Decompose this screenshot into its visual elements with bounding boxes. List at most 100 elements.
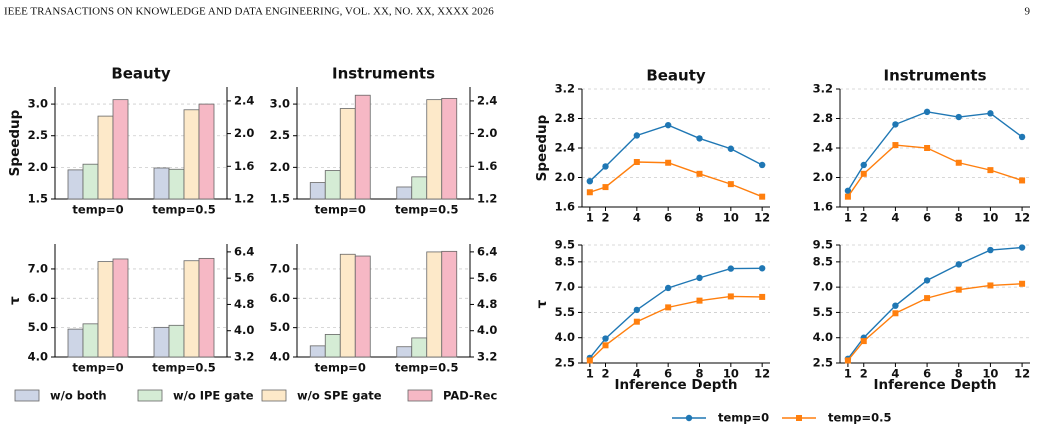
- x-tick-label: 10: [982, 211, 998, 225]
- x-tick-label: 8: [695, 367, 703, 381]
- legend-label: temp=0: [718, 411, 769, 424]
- marker: [664, 284, 672, 292]
- y-tick-label: 1.6: [813, 200, 833, 214]
- marker: [892, 310, 899, 317]
- marker: [633, 159, 640, 166]
- marker: [727, 265, 735, 272]
- y-tick-label: 3.0: [270, 97, 290, 111]
- x-tick-label: 4: [633, 211, 641, 225]
- legend-swatch: [14, 389, 40, 402]
- marker: [696, 135, 703, 142]
- y-tick-label: 2.4: [813, 141, 833, 155]
- x-tick-label: 8: [695, 211, 703, 225]
- y-tick-label: 2.4: [555, 141, 575, 155]
- bar: [198, 257, 215, 358]
- legend-swatch: [407, 389, 433, 402]
- marker: [602, 163, 609, 170]
- marker: [923, 108, 931, 116]
- x-tick-label: temp=0.5: [395, 203, 459, 217]
- x-tick-label: temp=0: [315, 203, 366, 217]
- marker: [696, 297, 703, 304]
- bar: [82, 323, 99, 358]
- marker: [1018, 244, 1026, 251]
- bar: [309, 182, 326, 200]
- y2-tick-label: 5.6: [234, 271, 254, 285]
- y-tick-label: 3.2: [555, 82, 575, 96]
- marker: [924, 295, 931, 302]
- marker: [860, 170, 867, 177]
- marker: [586, 189, 593, 196]
- marker: [586, 177, 594, 185]
- x-tick-label: 2: [860, 211, 868, 225]
- y2-tick-label: 1.2: [477, 192, 497, 206]
- marker: [758, 265, 766, 272]
- marker: [759, 193, 766, 200]
- x-tick-label: temp=0: [315, 361, 366, 375]
- marker: [727, 293, 734, 300]
- x-axis-label: Inference Depth: [873, 377, 996, 393]
- y-tick-label: 2.0: [813, 170, 833, 184]
- bar: [97, 261, 114, 358]
- y2-tick-label: 6.4: [477, 244, 497, 258]
- y-tick-label: 7.0: [270, 261, 290, 275]
- marker: [1019, 280, 1026, 287]
- legend-marker: [685, 414, 693, 422]
- marker: [987, 246, 994, 254]
- marker: [665, 159, 672, 166]
- y-tick-label: 2.5: [28, 128, 48, 142]
- marker: [633, 132, 641, 139]
- chart-title: Instruments: [332, 65, 435, 83]
- y-tick-label: 2.5: [555, 356, 575, 370]
- x-tick-label: 2: [860, 367, 868, 381]
- bar: [339, 253, 356, 358]
- y-tick-label: 2.0: [555, 170, 575, 184]
- bar: [67, 328, 84, 358]
- bar: [183, 260, 200, 358]
- x-tick-label: temp=0.5: [152, 361, 216, 375]
- x-tick-label: 1: [844, 367, 852, 381]
- y-axis-label: τ: [534, 299, 550, 308]
- running-header: IEEE TRANSACTIONS ON KNOWLEDGE AND DATA …: [4, 6, 494, 18]
- y-tick-label: 6.0: [28, 291, 48, 305]
- marker: [923, 277, 931, 284]
- marker: [758, 161, 766, 169]
- marker: [955, 286, 962, 293]
- x-tick-label: 6: [664, 211, 672, 225]
- y-axis-label: Speedup: [7, 109, 23, 176]
- bar: [396, 346, 413, 358]
- bar: [441, 97, 458, 200]
- marker: [892, 142, 899, 149]
- marker: [892, 302, 899, 309]
- x-tick-label: 4: [633, 367, 641, 381]
- marker: [602, 184, 609, 191]
- marker: [860, 338, 867, 345]
- bar: [309, 345, 326, 358]
- marker: [1018, 133, 1026, 141]
- y-tick-label: 5.0: [28, 320, 48, 334]
- y-tick-label: 4.0: [28, 350, 48, 364]
- line: [589, 161, 763, 198]
- y-tick-label: 4.0: [555, 330, 575, 344]
- x-tick-label: 4: [891, 367, 899, 381]
- marker: [1019, 177, 1026, 184]
- y2-tick-label: 1.6: [234, 159, 254, 173]
- x-tick-label: 1: [586, 367, 594, 381]
- y2-tick-label: 4.8: [477, 297, 497, 311]
- legend-label: PAD-Rec: [443, 389, 497, 403]
- x-tick-label: temp=0.5: [152, 203, 216, 217]
- marker: [696, 170, 703, 177]
- marker: [664, 121, 672, 129]
- y-tick-label: 7.0: [28, 261, 48, 275]
- bar: [339, 108, 356, 200]
- chart-title: Beauty: [646, 67, 706, 85]
- y-tick-label: 7.0: [555, 280, 575, 294]
- marker: [602, 342, 609, 349]
- y-tick-label: 3.2: [813, 82, 833, 96]
- chart-title: Instruments: [883, 67, 986, 85]
- y-tick-label: 2.8: [555, 111, 575, 125]
- marker: [586, 357, 593, 364]
- y-tick-label: 1.6: [555, 200, 575, 214]
- legend-label: w/o SPE gate: [297, 389, 382, 403]
- legend-label: w/o both: [50, 389, 107, 403]
- y2-tick-label: 3.2: [234, 350, 254, 364]
